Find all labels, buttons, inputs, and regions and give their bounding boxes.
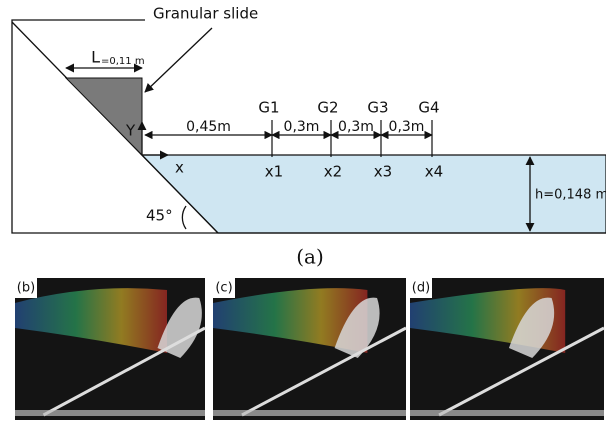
spacing-label: 0,3m bbox=[389, 119, 425, 135]
angle-arc bbox=[181, 205, 187, 230]
gauge-label: G3 bbox=[367, 99, 388, 117]
splash bbox=[508, 297, 555, 358]
position-label: x4 bbox=[425, 163, 443, 181]
slope-plate bbox=[42, 326, 206, 417]
panel-label: (b) bbox=[17, 281, 35, 296]
callout-arrow bbox=[144, 27, 213, 93]
spacing-label: 0,45m bbox=[186, 119, 231, 135]
label-box bbox=[15, 278, 37, 298]
granular-mass bbox=[64, 77, 143, 157]
angle-label: 45° bbox=[146, 207, 173, 225]
label-box bbox=[410, 278, 432, 298]
slope-plate bbox=[241, 326, 407, 417]
label-box bbox=[213, 278, 235, 298]
spacing-label: 0,3m bbox=[338, 119, 374, 135]
sediment bbox=[213, 410, 406, 416]
photos: (b) (c) (d) bbox=[15, 278, 605, 420]
splash bbox=[157, 297, 202, 358]
velocity-field bbox=[15, 288, 167, 353]
gauge-label: G4 bbox=[418, 99, 439, 117]
position-label: x1 bbox=[265, 163, 283, 181]
x-axis-label: x bbox=[175, 159, 184, 177]
velocity-field bbox=[213, 288, 368, 353]
gauge-label: G2 bbox=[317, 99, 338, 117]
slope-plate bbox=[438, 326, 605, 417]
panel-label: (d) bbox=[412, 281, 430, 296]
splash bbox=[334, 297, 380, 358]
y-axis-label: Y bbox=[125, 122, 136, 140]
schematic: L =0,11 m Granular slide Y x h=0,148 m 4… bbox=[11, 5, 606, 269]
length-symbol: L bbox=[91, 48, 100, 67]
panel-label: (c) bbox=[215, 281, 232, 296]
frame bbox=[11, 19, 606, 234]
caption: (a) bbox=[296, 245, 324, 269]
callout: Granular slide bbox=[153, 5, 258, 23]
gauge-label: G1 bbox=[258, 99, 279, 117]
position-label: x2 bbox=[324, 163, 342, 181]
length-value: =0,11 m bbox=[101, 56, 145, 67]
depth-label: h=0,148 m bbox=[535, 188, 606, 203]
position-label: x3 bbox=[374, 163, 392, 181]
sediment bbox=[410, 410, 604, 416]
sediment bbox=[15, 410, 205, 416]
spacing-label: 0,3m bbox=[284, 119, 320, 135]
